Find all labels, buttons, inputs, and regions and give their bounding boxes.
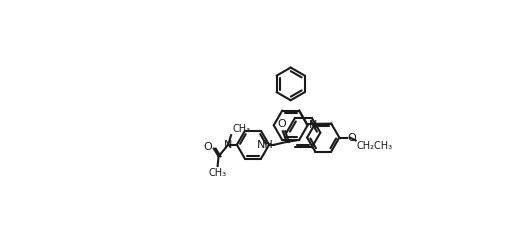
Text: N: N <box>309 120 317 130</box>
Text: O: O <box>277 119 286 129</box>
Text: N: N <box>224 140 232 150</box>
Text: O: O <box>347 132 356 142</box>
Text: NH: NH <box>256 140 273 150</box>
Text: CH₂CH₃: CH₂CH₃ <box>356 142 392 152</box>
Text: O: O <box>203 142 212 152</box>
Text: CH₃: CH₃ <box>209 168 227 178</box>
Text: CH₃: CH₃ <box>232 124 250 134</box>
